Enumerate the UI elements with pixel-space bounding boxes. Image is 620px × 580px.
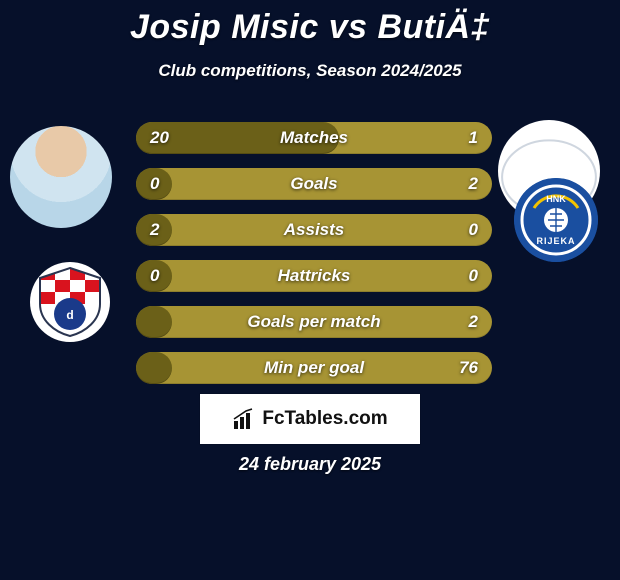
stat-value-right: 2: [469, 312, 478, 332]
crest-text-top: HNK: [546, 194, 566, 204]
stat-row: 0 Goals 2: [136, 168, 492, 200]
page-title: Josip Misic vs ButiÄ‡: [0, 0, 620, 47]
stat-value-left: 0: [150, 266, 159, 286]
stat-fill: [136, 306, 172, 338]
subtitle: Club competitions, Season 2024/2025: [0, 61, 620, 81]
brand-badge: FcTables.com: [200, 394, 420, 444]
crest-text-bottom: RIJEKA: [536, 236, 575, 246]
stat-value-left: 20: [150, 128, 169, 148]
stat-row: Min per goal 76: [136, 352, 492, 384]
stat-value-right: 76: [459, 358, 478, 378]
stat-label: Goals per match: [247, 312, 380, 332]
hnk-rijeka-crest: HNK RIJEKA: [514, 178, 598, 262]
stat-label: Hattricks: [278, 266, 351, 286]
stat-label: Matches: [280, 128, 348, 148]
stat-value-right: 0: [469, 266, 478, 286]
stat-row: 2 Assists 0: [136, 214, 492, 246]
stat-value-right: 0: [469, 220, 478, 240]
player-left-avatar: [10, 126, 112, 228]
stat-row: 0 Hattricks 0: [136, 260, 492, 292]
stat-label: Assists: [284, 220, 344, 240]
dinamo-zagreb-crest: d: [30, 262, 110, 342]
stat-label: Min per goal: [264, 358, 364, 378]
svg-text:d: d: [66, 308, 73, 322]
stat-value-left: 0: [150, 174, 159, 194]
stats-bars: 20 Matches 1 0 Goals 2 2 Assists 0 0 Hat…: [136, 122, 492, 398]
brand-text: FcTables.com: [262, 408, 387, 430]
stat-label: Goals: [290, 174, 337, 194]
stat-value-right: 1: [469, 128, 478, 148]
stat-fill: [136, 352, 172, 384]
stat-value-right: 2: [469, 174, 478, 194]
stat-row: Goals per match 2: [136, 306, 492, 338]
stat-value-left: 2: [150, 220, 159, 240]
stat-row: 20 Matches 1: [136, 122, 492, 154]
fctables-logo-icon: [232, 407, 256, 431]
snapshot-date: 24 february 2025: [239, 454, 381, 475]
